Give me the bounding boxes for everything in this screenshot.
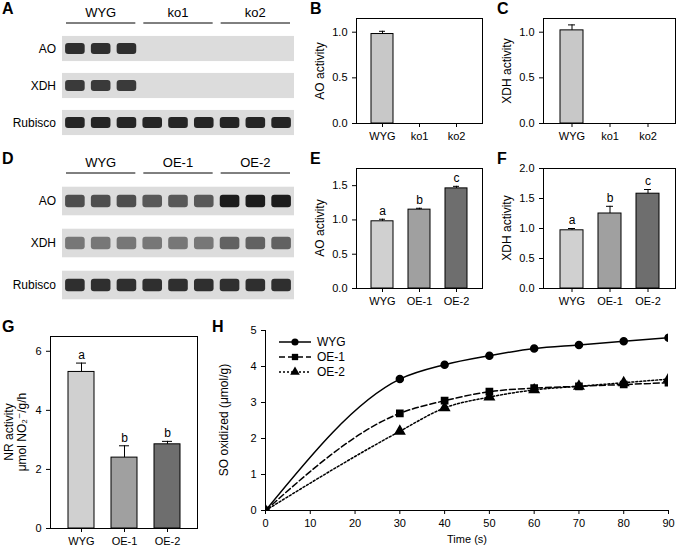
svg-text:ko2: ko2 (245, 5, 266, 20)
svg-text:1: 1 (250, 468, 256, 480)
svg-text:60: 60 (528, 517, 540, 529)
svg-text:Rubisco: Rubisco (13, 278, 57, 292)
html-text:NR activity μmol NO₂⁻/g/h: NR activity μmol NO₂⁻/g/h (2, 392, 29, 472)
svg-text:20: 20 (349, 517, 361, 529)
svg-text:0.5: 0.5 (519, 71, 534, 83)
svg-text:WYG: WYG (369, 295, 395, 307)
svg-text:5: 5 (250, 324, 256, 336)
svg-text:0: 0 (35, 522, 41, 534)
svg-text:OE-1: OE-1 (112, 535, 138, 547)
svg-text:1.0: 1.0 (519, 222, 534, 234)
html-text:G: G (2, 318, 15, 335)
svg-text:80: 80 (618, 517, 630, 529)
svg-text:a: a (78, 348, 85, 362)
html-text:SO oxidized (μmol/g): SO oxidized (μmol/g) (216, 363, 231, 477)
svg-text:ko2: ko2 (639, 130, 657, 142)
svg-text:b: b (164, 426, 171, 440)
html-text:OE-2: OE-2 (317, 364, 345, 379)
svg-text:2: 2 (250, 432, 256, 444)
svg-text:WYG: WYG (559, 295, 585, 307)
html-text:D: D (2, 150, 14, 167)
svg-text:OE-2: OE-2 (155, 535, 181, 547)
svg-text:1.5: 1.5 (332, 179, 347, 191)
html-text:XDH activity: XDH activity (499, 37, 514, 104)
svg-text:1.0: 1.0 (519, 26, 534, 38)
svg-text:0.5: 0.5 (332, 71, 347, 83)
svg-text:Time (s): Time (s) (447, 533, 487, 545)
svg-text:a: a (379, 204, 386, 218)
svg-text:OE-1: OE-1 (407, 295, 433, 307)
svg-text:OE-1: OE-1 (163, 155, 193, 170)
svg-text:OE-2: OE-2 (444, 295, 470, 307)
svg-text:WYG: WYG (68, 535, 94, 547)
svg-text:0.0: 0.0 (519, 117, 534, 129)
svg-text:WYG: WYG (85, 155, 116, 170)
svg-text:AO: AO (39, 194, 56, 208)
svg-text:0.0: 0.0 (519, 282, 534, 294)
svg-text:2.0: 2.0 (519, 162, 534, 174)
svg-text:a: a (569, 213, 576, 227)
svg-text:b: b (416, 193, 423, 207)
svg-text:0.0: 0.0 (332, 282, 347, 294)
html-text:XDH activity: XDH activity (499, 195, 514, 261)
svg-text:OE-2: OE-2 (635, 295, 661, 307)
svg-text:2: 2 (35, 463, 41, 475)
svg-text:Rubisco: Rubisco (13, 116, 57, 130)
html-text:C: C (497, 0, 509, 17)
svg-text:6: 6 (35, 345, 41, 357)
svg-text:c: c (645, 174, 651, 188)
svg-text:b: b (121, 431, 128, 445)
svg-text:0.5: 0.5 (332, 248, 347, 260)
svg-text:c: c (454, 171, 460, 185)
svg-text:WYG: WYG (369, 130, 395, 142)
svg-text:1.0: 1.0 (332, 26, 347, 38)
html-text:A: A (2, 0, 14, 17)
svg-text:b: b (607, 191, 614, 205)
svg-text:ko1: ko1 (601, 130, 619, 142)
svg-text:1.0: 1.0 (332, 213, 347, 225)
svg-text:AO: AO (39, 42, 56, 56)
svg-text:WYG: WYG (559, 130, 585, 142)
svg-text:1.5: 1.5 (519, 192, 534, 204)
svg-text:10: 10 (304, 517, 316, 529)
svg-text:XDH: XDH (31, 79, 56, 93)
svg-text:0: 0 (262, 517, 268, 529)
html-text:AO activity: AO activity (312, 41, 327, 100)
svg-text:OE-1: OE-1 (597, 295, 623, 307)
svg-text:ko1: ko1 (411, 130, 429, 142)
svg-text:ko1: ko1 (168, 5, 189, 20)
html-text:E: E (310, 150, 321, 167)
svg-text:4: 4 (35, 404, 41, 416)
svg-text:ko2: ko2 (448, 130, 466, 142)
svg-text:50: 50 (483, 517, 495, 529)
svg-text:90: 90 (662, 517, 674, 529)
svg-text:70: 70 (573, 517, 585, 529)
svg-text:3: 3 (250, 396, 256, 408)
svg-text:WYG: WYG (85, 5, 116, 20)
html-text:OE-1: OE-1 (317, 349, 345, 364)
html-text:B: B (310, 0, 322, 17)
svg-text:4: 4 (250, 360, 256, 372)
svg-text:40: 40 (438, 517, 450, 529)
svg-text:XDH: XDH (31, 236, 56, 250)
svg-text:0.0: 0.0 (332, 117, 347, 129)
svg-text:0.5: 0.5 (519, 252, 534, 264)
html-text:F: F (497, 150, 507, 167)
html-text:AO activity: AO activity (312, 199, 327, 257)
svg-text:0: 0 (250, 504, 256, 516)
html-text:WYG: WYG (317, 334, 346, 349)
svg-text:OE-2: OE-2 (240, 155, 270, 170)
html-text:H: H (212, 318, 224, 335)
svg-text:30: 30 (394, 517, 406, 529)
